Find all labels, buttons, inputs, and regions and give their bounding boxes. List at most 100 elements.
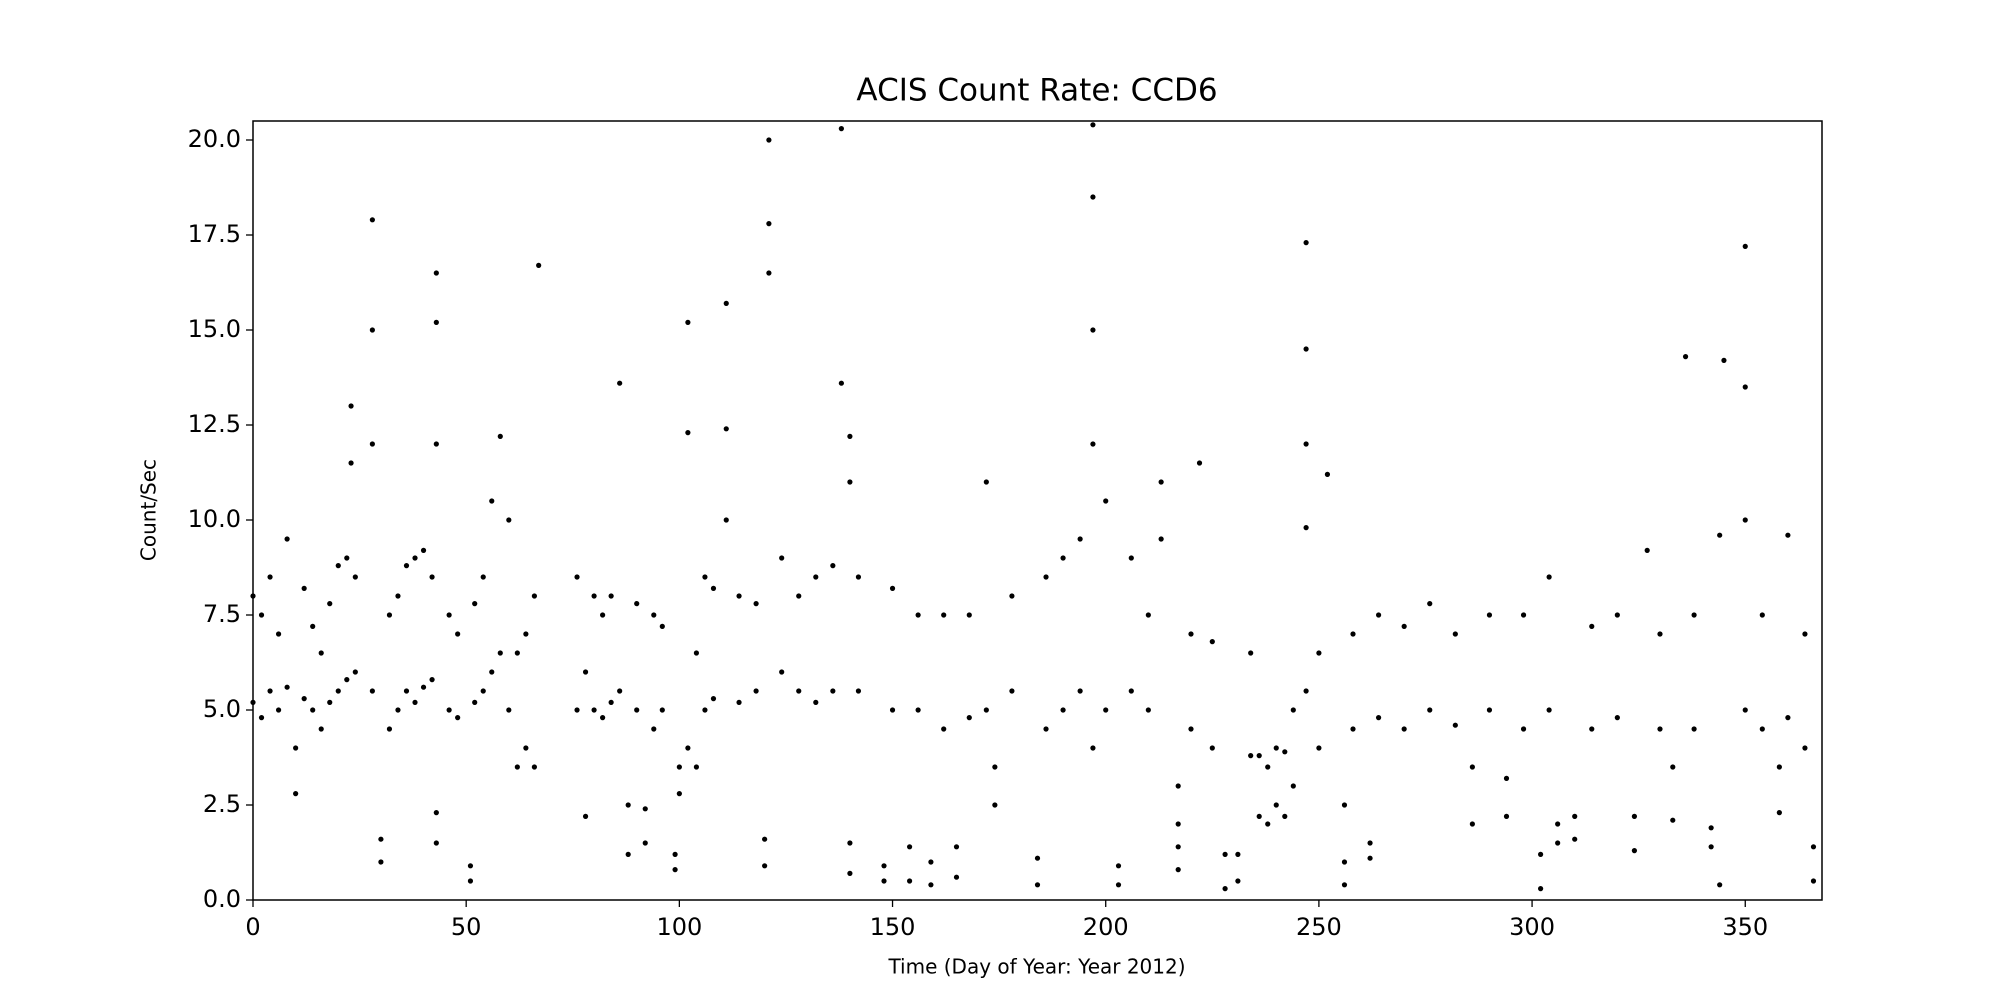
data-point: [1175, 867, 1181, 873]
data-point: [1128, 688, 1134, 694]
data-point: [608, 699, 614, 706]
data-point: [335, 688, 341, 694]
data-point: [369, 217, 375, 223]
data-point: [433, 441, 439, 447]
data-point: [1572, 813, 1578, 820]
data-point: [378, 836, 384, 842]
data-point: [847, 840, 853, 846]
data-point: [1060, 555, 1066, 561]
data-point: [889, 707, 896, 713]
data-point: [352, 574, 358, 580]
data-point: [766, 270, 772, 276]
x-tick-label: 50: [451, 913, 482, 941]
data-point: [591, 707, 597, 713]
data-point: [536, 262, 542, 268]
data-point: [335, 563, 341, 569]
data-point: [293, 745, 299, 751]
y-tick-label: 15.0: [188, 315, 241, 343]
data-point: [1256, 753, 1262, 759]
data-point: [506, 707, 512, 713]
data-point: [1209, 745, 1215, 751]
data-point: [1222, 851, 1228, 858]
data-point: [455, 715, 461, 721]
chart-title: ACIS Count Rate: CCD6: [856, 73, 1217, 109]
data-point: [1282, 813, 1288, 820]
data-point: [582, 669, 589, 675]
data-point: [1060, 707, 1066, 713]
data-point: [1538, 886, 1544, 892]
data-point: [1631, 848, 1638, 854]
data-point: [293, 791, 299, 797]
data-point: [762, 863, 768, 869]
data-point: [1248, 650, 1254, 656]
data-point: [1188, 631, 1194, 637]
data-point: [1103, 707, 1109, 713]
data-point: [1175, 844, 1181, 850]
data-point: [1452, 631, 1458, 637]
data-point: [1282, 749, 1288, 755]
data-point: [685, 319, 691, 325]
data-point: [1721, 357, 1727, 363]
data-point: [672, 851, 678, 858]
data-point: [1009, 593, 1015, 599]
data-point: [617, 380, 623, 386]
data-point: [1538, 851, 1544, 858]
data-point: [1657, 726, 1663, 732]
x-tick-label: 100: [656, 913, 702, 941]
data-point: [736, 593, 742, 599]
data-point: [1401, 623, 1407, 630]
data-point: [1682, 354, 1689, 360]
data-point: [1290, 783, 1296, 789]
data-point: [1248, 753, 1254, 759]
data-point: [506, 517, 512, 523]
data-point: [1265, 764, 1271, 770]
data-point: [855, 688, 862, 694]
data-point: [1303, 240, 1309, 246]
data-point: [344, 555, 350, 561]
data-point: [1235, 878, 1241, 884]
data-point: [1367, 855, 1373, 861]
data-point: [1209, 639, 1215, 645]
data-point: [348, 403, 354, 409]
data-point: [710, 696, 717, 702]
data-point: [1188, 726, 1194, 732]
data-point: [1670, 764, 1676, 770]
data-point: [992, 764, 998, 770]
data-point: [403, 688, 410, 694]
data-point: [847, 870, 853, 877]
data-point: [582, 813, 589, 820]
data-point: [514, 650, 520, 656]
data-point: [1375, 612, 1382, 618]
data-point: [676, 791, 682, 797]
data-point: [642, 806, 648, 812]
data-point: [1802, 631, 1808, 637]
data-point: [1776, 810, 1782, 816]
data-point: [412, 699, 418, 706]
data-point: [906, 844, 913, 850]
data-point: [467, 878, 474, 884]
data-point: [723, 300, 729, 306]
data-point: [1367, 840, 1373, 846]
data-point: [1486, 707, 1493, 713]
data-point: [659, 623, 665, 630]
data-point: [702, 574, 708, 580]
data-point: [1810, 844, 1817, 850]
data-point: [928, 859, 934, 865]
x-tick-label: 300: [1509, 913, 1555, 941]
data-point: [429, 677, 435, 683]
data-point: [1175, 821, 1181, 827]
data-point: [1717, 882, 1723, 888]
data-point: [1555, 821, 1561, 827]
data-point: [1034, 882, 1041, 888]
data-point: [1670, 817, 1676, 823]
data-point: [275, 707, 282, 713]
data-point: [1759, 612, 1765, 618]
data-point: [1324, 471, 1331, 477]
data-point: [1589, 726, 1595, 732]
plot-frame: [252, 120, 1823, 901]
data-point: [1273, 802, 1279, 808]
data-point: [301, 585, 307, 592]
data-point: [762, 836, 768, 842]
